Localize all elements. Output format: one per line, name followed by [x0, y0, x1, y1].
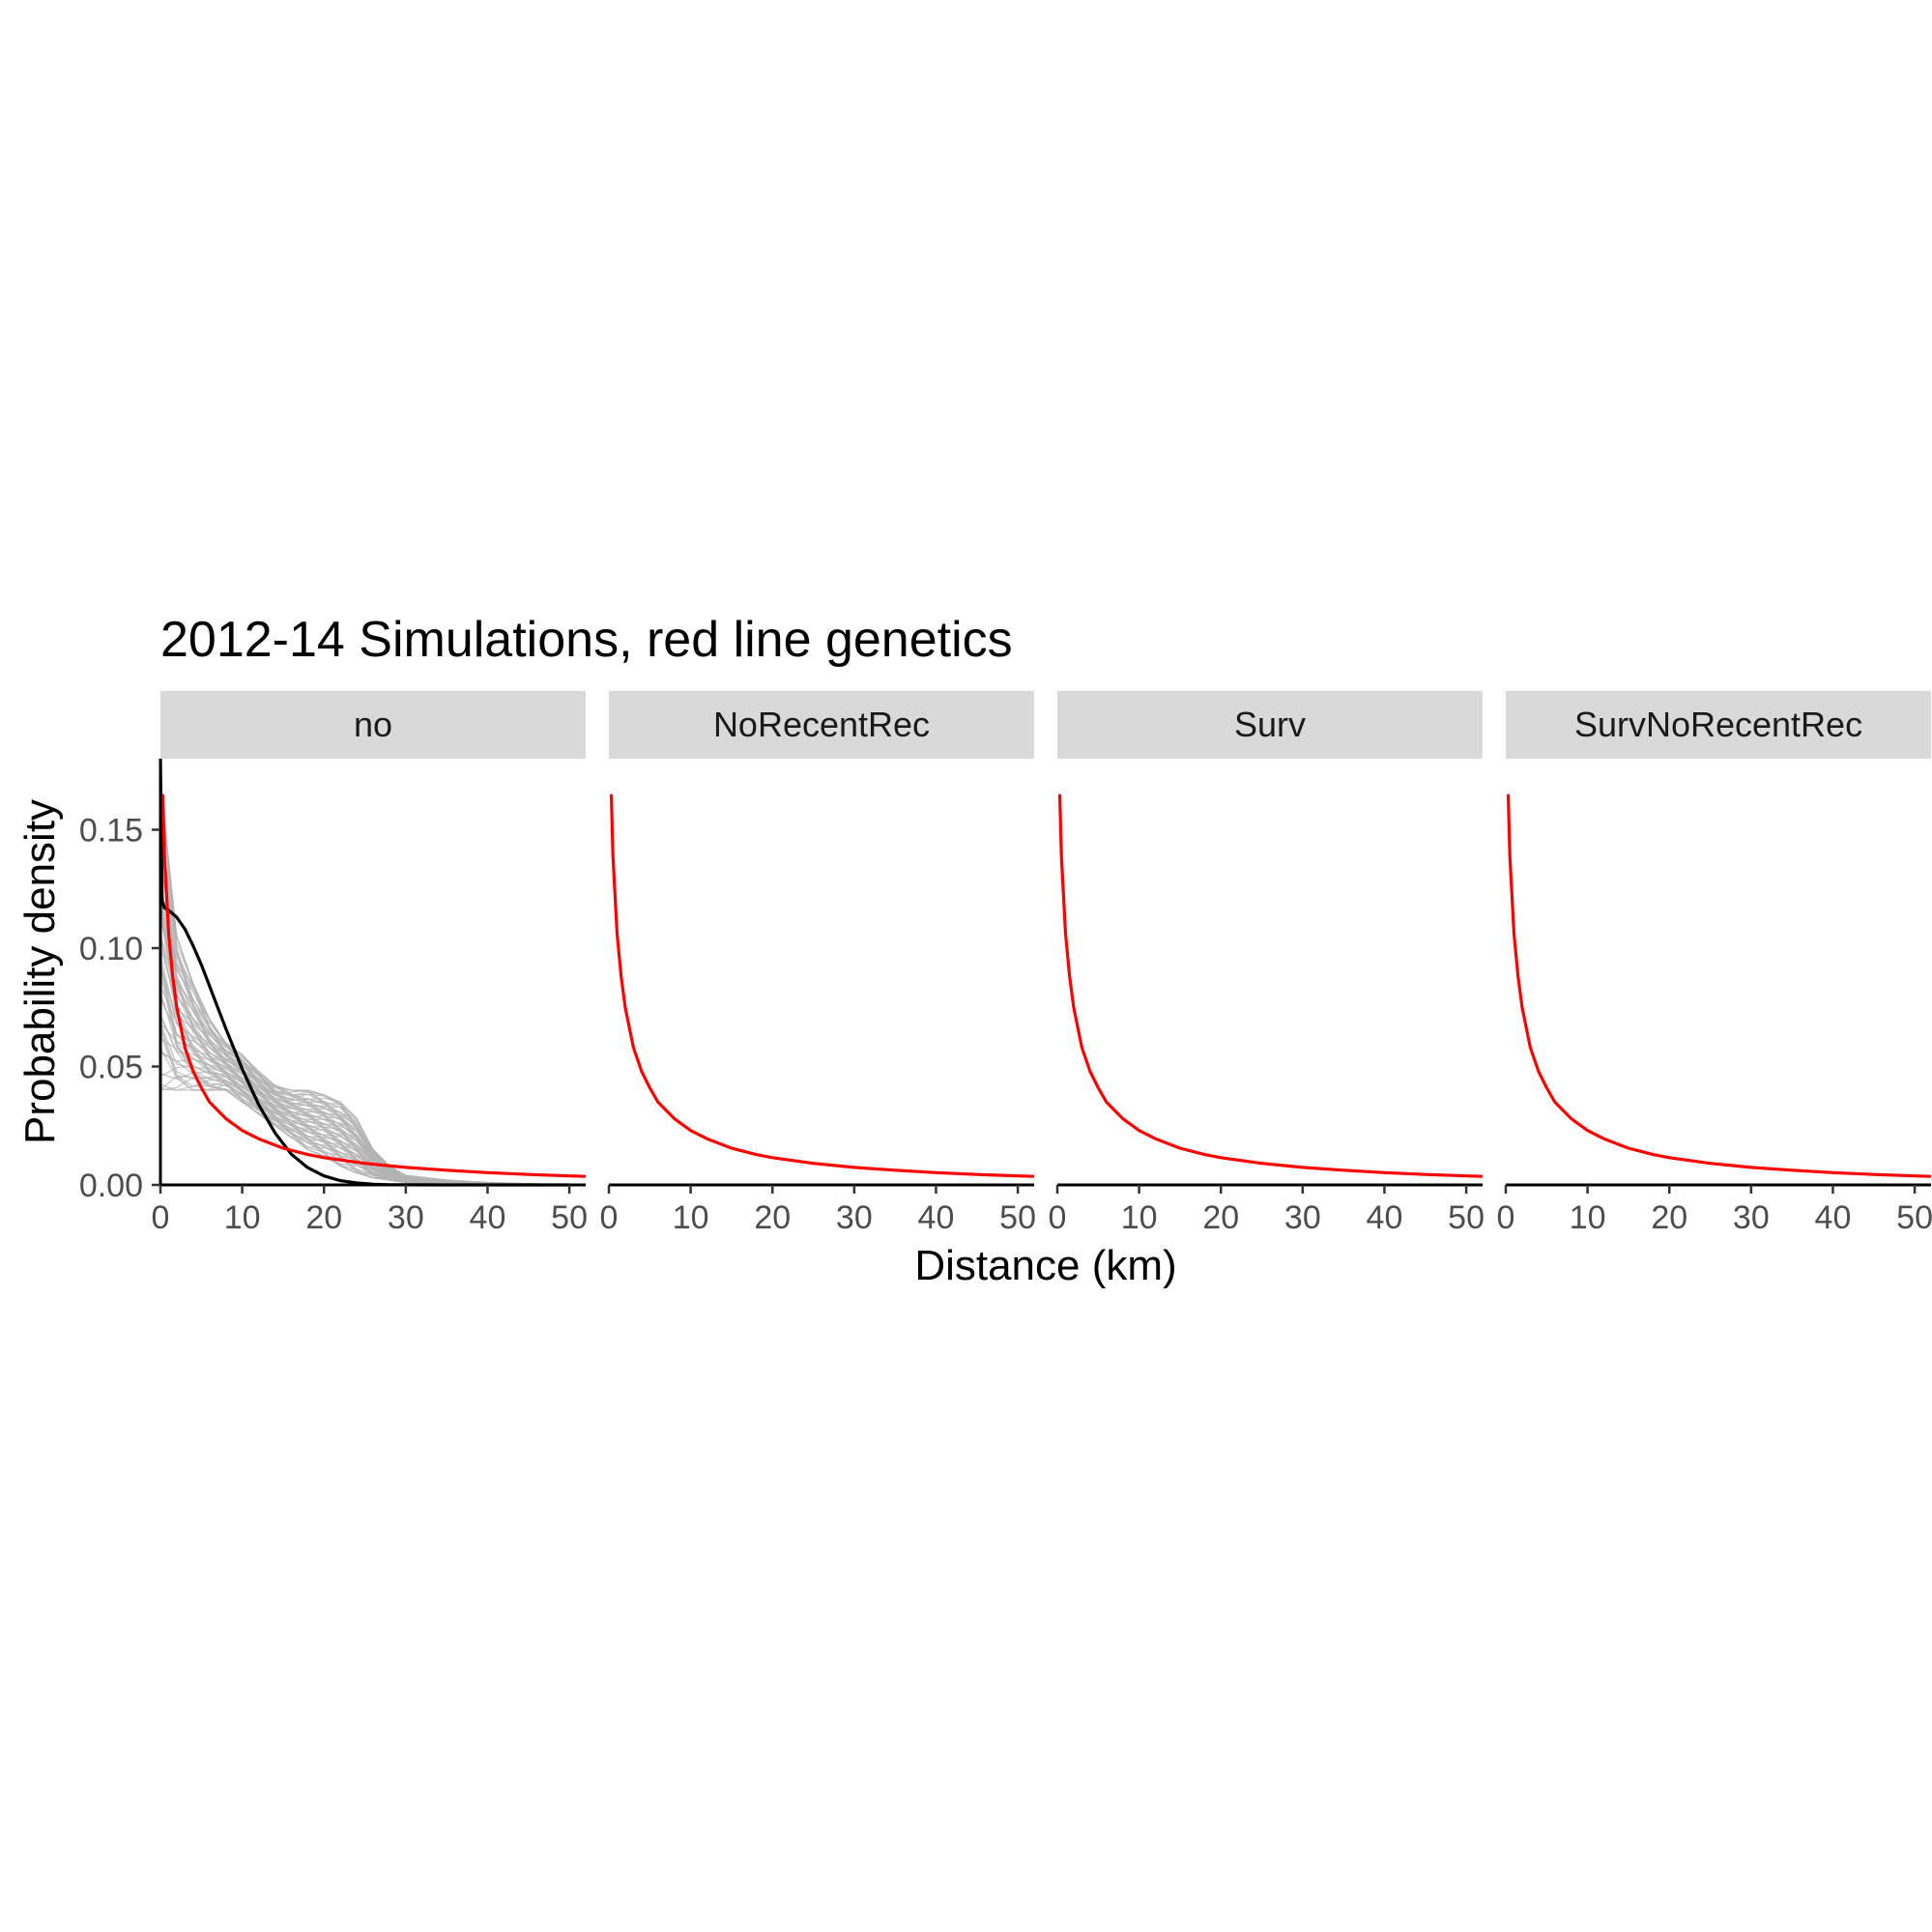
genetics-density-line: [609, 793, 1034, 1178]
facet-strip-label: NoRecentRec: [713, 705, 930, 744]
panel-lines: [160, 758, 586, 1187]
panel-lines: [1057, 793, 1483, 1178]
y-tick-label: 0.00: [79, 1168, 143, 1204]
facet-panel-surv: Surv 0 10 20 30 40 50: [1049, 691, 1485, 1236]
x-tick-label: 20: [305, 1199, 342, 1236]
facet-panels: no 0 10 20 30 40 50 0.00 0.05 0.10 0.15 NoRecentRec…: [79, 691, 1932, 1236]
x-tick-label: 50: [551, 1199, 588, 1236]
genetics-density-line: [160, 793, 586, 1178]
x-tick-label: 0: [1497, 1199, 1515, 1236]
genetics-density-line: [1057, 793, 1483, 1178]
simulation-line: [160, 791, 570, 1186]
facet-strip-label: no: [354, 705, 392, 744]
x-axis-title: Distance (km): [914, 1242, 1176, 1289]
chart-title: 2012-14 Simulations, red line genetics: [160, 612, 1013, 668]
facet-strip-label: Surv: [1234, 705, 1306, 744]
x-tick-label: 10: [1121, 1199, 1158, 1236]
x-tick-label: 20: [1651, 1199, 1687, 1236]
y-axis-title: Probability density: [16, 799, 64, 1144]
x-tick-label: 0: [1049, 1199, 1067, 1236]
y-tick-label: 0.15: [79, 813, 143, 850]
simulation-line: [160, 782, 570, 1186]
x-tick-label: 30: [1733, 1199, 1770, 1236]
facet-strip: [160, 691, 586, 759]
simulation-line: [160, 782, 570, 1186]
x-tick-label: 40: [1367, 1199, 1403, 1236]
facet-strip: [1506, 691, 1931, 759]
facet-strip: [1057, 691, 1483, 759]
x-tick-label: 40: [470, 1199, 506, 1236]
simulation-line: [160, 803, 570, 1186]
x-tick-label: 0: [600, 1199, 619, 1236]
x-tick-label: 20: [754, 1199, 791, 1236]
x-tick-label: 30: [1284, 1199, 1321, 1236]
facet-panel-no: no 0 10 20 30 40 50 0.00 0.05 0.10 0.15: [79, 691, 588, 1236]
facet-panel-survnorecentrec: SurvNoRecentRec 0 10 20 30 40 50: [1497, 691, 1932, 1236]
simulation-line: [160, 831, 570, 1186]
x-tick-label: 50: [1448, 1199, 1485, 1236]
x-tick-label: 30: [836, 1199, 873, 1236]
x-tick-label: 20: [1202, 1199, 1239, 1236]
observed-density-line: [160, 758, 570, 1187]
x-tick-label: 40: [918, 1199, 955, 1236]
x-tick-label: 10: [1570, 1199, 1606, 1236]
facet-strip: [609, 691, 1034, 759]
y-tick-label: 0.05: [79, 1050, 143, 1086]
simulation-line: [160, 822, 570, 1186]
simulation-line: [160, 828, 570, 1186]
panel-lines: [1506, 793, 1931, 1178]
genetics-density-line: [1506, 793, 1931, 1178]
x-tick-label: 40: [1815, 1199, 1852, 1236]
simulation-line: [160, 835, 570, 1186]
panel-lines: [609, 793, 1034, 1178]
x-tick-label: 0: [152, 1199, 170, 1236]
x-tick-label: 50: [999, 1199, 1036, 1236]
facet-panel-norecentrec: NoRecentRec 0 10 20 30 40 50: [600, 691, 1036, 1236]
simulation-line: [160, 782, 570, 1186]
x-tick-label: 30: [388, 1199, 424, 1236]
simulation-line: [160, 822, 570, 1186]
facet-strip-label: SurvNoRecentRec: [1574, 705, 1862, 744]
x-tick-label: 10: [673, 1199, 709, 1236]
x-tick-label: 50: [1896, 1199, 1932, 1236]
y-tick-label: 0.10: [79, 931, 143, 967]
x-tick-label: 10: [224, 1199, 261, 1236]
simulation-line: [160, 797, 570, 1186]
